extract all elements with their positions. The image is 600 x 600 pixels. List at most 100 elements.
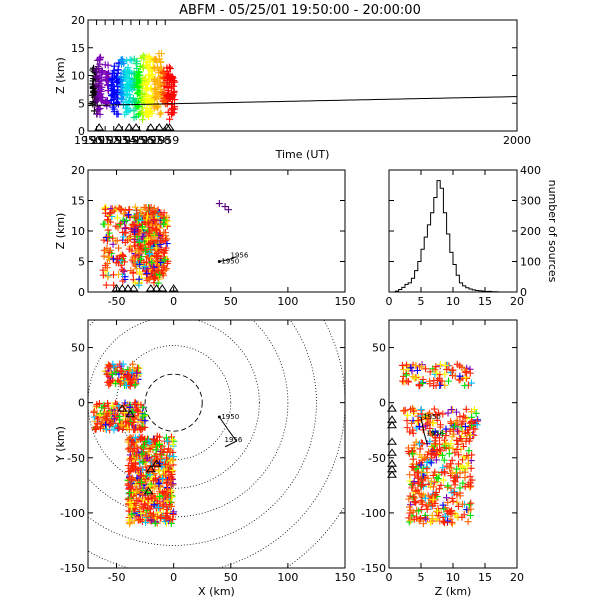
x-tick-label: 150 — [335, 295, 356, 308]
source-point — [138, 426, 146, 434]
source-point — [429, 496, 437, 504]
sensor-marker — [117, 284, 128, 292]
source-point — [156, 110, 164, 118]
x-tick-label: 5 — [418, 295, 425, 308]
source-point — [165, 438, 173, 446]
source-point — [224, 206, 232, 214]
source-point — [432, 441, 440, 449]
source-point — [407, 506, 415, 514]
source-point — [125, 516, 133, 524]
source-point — [103, 77, 111, 85]
y-axis-label: Y (km) — [54, 426, 67, 463]
x-tick-label: 1956 — [125, 134, 153, 147]
source-point — [131, 401, 139, 409]
source-point — [160, 490, 168, 498]
source-point — [456, 372, 464, 380]
source-point — [137, 478, 145, 486]
source-point — [419, 375, 427, 383]
source-point — [449, 469, 457, 477]
source-point — [145, 249, 153, 257]
source-point — [141, 411, 149, 419]
source-point — [448, 433, 456, 441]
x-tick-label: 100 — [277, 295, 298, 308]
source-point — [142, 463, 150, 471]
source-point — [92, 425, 100, 433]
source-point — [426, 429, 434, 437]
source-point — [132, 247, 140, 255]
source-point — [416, 423, 424, 431]
source-point — [137, 401, 145, 409]
sensor-marker — [145, 464, 156, 473]
source-point — [143, 235, 151, 243]
source-point — [425, 501, 433, 509]
source-point — [453, 446, 461, 454]
source-point — [113, 214, 121, 222]
source-point — [157, 246, 165, 254]
source-point — [129, 418, 137, 426]
source-point — [114, 110, 122, 118]
source-point — [417, 453, 425, 461]
source-point — [442, 432, 450, 440]
source-point — [417, 405, 425, 413]
trend-line — [88, 96, 517, 106]
source-point — [402, 371, 410, 379]
source-point — [110, 62, 118, 70]
y-tick-label: 20 — [71, 164, 85, 177]
source-point — [138, 450, 146, 458]
source-point — [435, 434, 443, 442]
source-point — [149, 442, 157, 450]
source-point — [99, 220, 107, 228]
y-tick-label: 300 — [520, 195, 541, 208]
source-point — [166, 447, 174, 455]
source-point — [142, 80, 150, 88]
source-point — [131, 499, 139, 507]
source-point — [461, 468, 469, 476]
sensor-marker — [94, 123, 105, 131]
source-point — [425, 414, 433, 422]
source-point — [417, 461, 425, 469]
y-tick-label: -150 — [60, 562, 85, 575]
source-point — [144, 495, 152, 503]
source-point — [163, 64, 171, 72]
source-point — [439, 501, 447, 509]
source-point — [444, 499, 452, 507]
source-point — [457, 435, 465, 443]
x-tick-label: 20 — [510, 571, 524, 584]
source-point — [170, 109, 178, 117]
source-point — [431, 428, 439, 436]
y-axis-label: Z (km) — [54, 57, 67, 94]
source-point — [456, 413, 464, 421]
source-point — [167, 477, 175, 485]
range-ring — [144, 373, 203, 432]
source-point — [104, 273, 112, 281]
source-point — [449, 497, 457, 505]
source-point — [119, 210, 127, 218]
source-point — [160, 249, 168, 257]
source-point — [163, 480, 171, 488]
source-point — [161, 256, 169, 264]
source-point — [141, 417, 149, 425]
source-point — [96, 424, 104, 432]
x-tick-label: 1959 — [151, 134, 179, 147]
source-point — [408, 450, 416, 458]
sensor-marker — [111, 284, 122, 292]
scatter-points — [398, 360, 482, 528]
source-point — [467, 505, 475, 513]
source-point — [171, 78, 179, 86]
source-point — [121, 218, 129, 226]
plot-frame — [388, 169, 518, 293]
sensor-marker — [124, 123, 135, 131]
source-point — [453, 417, 461, 425]
source-point — [164, 486, 172, 494]
source-point — [128, 503, 136, 511]
x-tick-label: 150 — [335, 571, 356, 584]
track-line — [218, 416, 238, 448]
source-point — [461, 368, 469, 376]
source-point — [139, 418, 147, 426]
source-point — [100, 252, 108, 260]
sensor-marker — [151, 284, 162, 292]
source-point — [433, 446, 441, 454]
source-point — [125, 234, 133, 242]
source-point — [137, 509, 145, 517]
